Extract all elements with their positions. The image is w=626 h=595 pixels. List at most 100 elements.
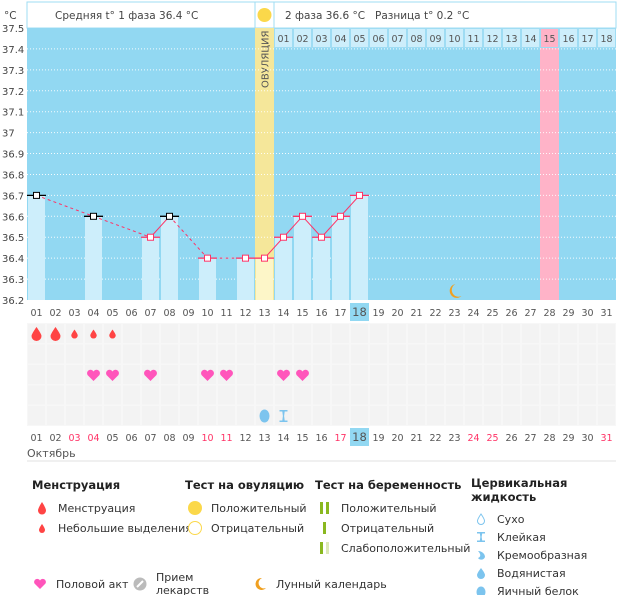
event-cell xyxy=(123,344,140,364)
two-lines-icon xyxy=(315,501,335,515)
event-cell xyxy=(199,344,216,364)
luteal-day-label: 02 xyxy=(296,34,308,45)
spotting-drop-icon xyxy=(90,329,97,339)
menstruation-drop-icon xyxy=(50,327,61,342)
legend-ovulation-test: Тест на овуляцию Положительный Отрицател… xyxy=(185,478,307,538)
legend-title: Цервикальная жидкость xyxy=(471,476,568,504)
luteal-day-cell xyxy=(445,28,464,48)
legend-cervical: Цервикальная жидкость Сухо Клейкая Кремо… xyxy=(471,476,626,595)
temperature-point xyxy=(299,212,306,220)
heart-icon xyxy=(30,578,50,590)
temperature-difference: Разница t° 0.2 °C xyxy=(375,10,469,22)
luteal-day-label: 06 xyxy=(372,34,384,45)
legend-item: Сухо xyxy=(497,512,525,526)
event-cell xyxy=(370,324,387,343)
event-cell xyxy=(142,385,159,405)
luteal-day-cell xyxy=(426,28,445,48)
event-cell xyxy=(408,344,425,364)
day-label: 26 xyxy=(505,308,517,319)
y-tick-label: 37.2 xyxy=(2,87,24,98)
y-tick-label: 37 xyxy=(2,129,15,140)
luteal-day-cell xyxy=(312,28,331,48)
event-cell xyxy=(408,365,425,384)
temperature-bar xyxy=(161,216,178,300)
event-cell xyxy=(370,406,387,425)
dry-icon xyxy=(471,513,491,525)
today-marker xyxy=(350,428,369,446)
day-label: 30 xyxy=(581,308,593,319)
event-cell xyxy=(541,406,558,425)
legend-title: Тест на беременность xyxy=(315,478,462,492)
day-label-bottom: 29 xyxy=(562,433,574,444)
event-cell xyxy=(66,365,83,384)
luteal-day-label: 01 xyxy=(277,34,289,45)
day-label-bottom: 08 xyxy=(163,433,175,444)
today-marker xyxy=(350,303,369,321)
luteal-day-cell xyxy=(597,28,616,48)
intercourse-heart-icon xyxy=(144,369,157,381)
moon-icon xyxy=(449,284,462,298)
intercourse-heart-icon xyxy=(106,369,119,381)
legend-title: Тест на овуляцию xyxy=(185,478,305,492)
legend-item: Положительный xyxy=(341,501,437,515)
event-cell xyxy=(598,324,615,343)
event-cell xyxy=(389,385,406,405)
event-cell xyxy=(370,385,387,405)
luteal-day-label: 14 xyxy=(524,34,536,45)
day-label-bottom: 17 xyxy=(334,433,346,444)
day-label-bottom: 18 xyxy=(352,430,367,444)
event-cell xyxy=(351,324,368,343)
event-cell xyxy=(66,385,83,405)
legend-other: Половой акт Прием лекарств Лунный календ… xyxy=(30,571,387,595)
day-label-bottom: 04 xyxy=(87,433,99,444)
day-label: 21 xyxy=(410,308,422,319)
spotting-drop-icon xyxy=(109,329,116,339)
spotting-drop-icon xyxy=(71,329,78,339)
event-cell xyxy=(598,385,615,405)
event-cell xyxy=(180,344,197,364)
event-cell xyxy=(332,344,349,364)
day-label-bottom: 16 xyxy=(315,433,327,444)
event-cell xyxy=(465,344,482,364)
event-cell xyxy=(313,344,330,364)
legend-pregnancy-test: Тест на беременность Положительный Отриц… xyxy=(315,478,470,558)
event-cell xyxy=(370,365,387,384)
day-label-bottom: 28 xyxy=(543,433,555,444)
temperature-point xyxy=(33,191,40,199)
intercourse-heart-icon xyxy=(277,369,290,381)
y-tick-label: 36.3 xyxy=(2,275,24,286)
temperature-bar xyxy=(351,195,368,300)
event-cell xyxy=(351,406,368,425)
legend-item: Лунный календарь xyxy=(276,577,387,591)
y-tick-label: 36.5 xyxy=(2,233,24,244)
event-cell xyxy=(142,324,159,343)
faint-line-icon xyxy=(315,541,335,555)
event-cell xyxy=(389,406,406,425)
event-cell xyxy=(199,406,216,425)
event-cell xyxy=(275,344,292,364)
event-cell xyxy=(237,406,254,425)
temperature-bar xyxy=(85,216,102,300)
event-cell xyxy=(294,324,311,343)
temperature-chart: °C Средняя t° 1 фаза 36.4 °C 2 фаза 36.6 °… xyxy=(2,1,617,462)
day-label: 05 xyxy=(106,308,118,319)
day-label-bottom: 27 xyxy=(524,433,536,444)
event-cell xyxy=(503,385,520,405)
day-label-bottom: 19 xyxy=(372,433,384,444)
event-cell xyxy=(332,406,349,425)
luteal-day-label: 05 xyxy=(353,34,365,45)
legend-item: Водянистая xyxy=(497,566,566,580)
day-label-bottom: 10 xyxy=(201,433,213,444)
event-cell xyxy=(541,324,558,343)
day-label-bottom: 07 xyxy=(144,433,156,444)
day-label-bottom: 15 xyxy=(296,433,308,444)
event-cell xyxy=(218,385,235,405)
event-cell xyxy=(313,324,330,343)
event-cell xyxy=(579,344,596,364)
temperature-point xyxy=(261,254,268,262)
event-cell xyxy=(256,344,273,364)
intercourse-heart-icon xyxy=(296,369,309,381)
event-cell xyxy=(465,324,482,343)
event-cell xyxy=(579,324,596,343)
temperature-point xyxy=(318,233,325,241)
